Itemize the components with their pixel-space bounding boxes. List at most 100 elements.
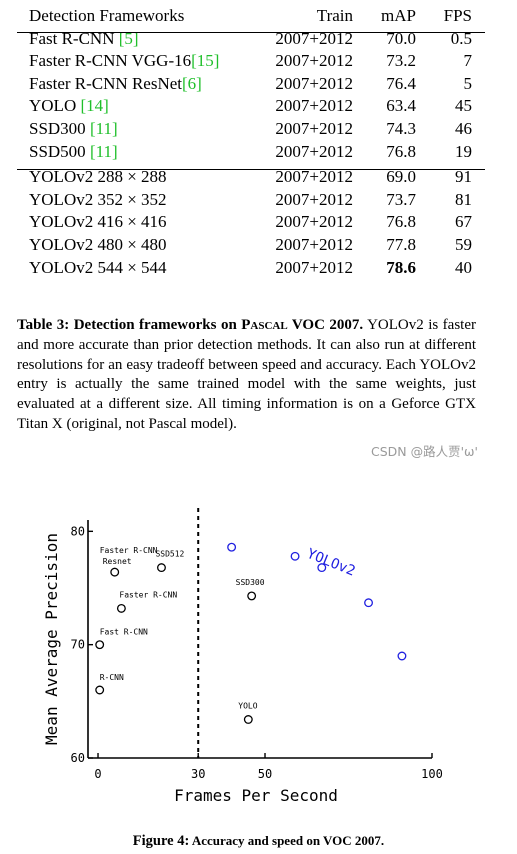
table-row: SSD300 [11] 2007+2012 74.3 46: [17, 118, 485, 141]
table-row: YOLO [14] 2007+2012 63.4 45: [17, 95, 485, 118]
header-frameworks: Detection Frameworks: [29, 6, 185, 25]
point-label-faster-rcnn-resnet: Faster R-CNN: [100, 546, 158, 555]
point-label: Fast R-CNN: [100, 628, 148, 637]
point-label: R-CNN: [100, 673, 124, 682]
x-tick-label: 30: [191, 767, 205, 781]
row-framework-cell: Fast R-CNN [5]: [29, 28, 139, 51]
point-label: SSD512: [155, 550, 184, 559]
speed-accuracy-chart: 60 70 80 0 30 50 100 Frames Per Second Mean Aver…: [42, 508, 443, 805]
table-caption: Table 3: Detection frameworks on Pascal …: [17, 316, 476, 435]
row-train: 2007+2012: [275, 51, 353, 71]
point-label: Resnet: [103, 557, 132, 566]
row-framework-cell: YOLO [14]: [29, 95, 109, 118]
row-fps: 0.5: [450, 28, 472, 48]
row-framework: Fast R-CNN: [29, 28, 119, 48]
row-train: 2007+2012: [275, 73, 353, 93]
yolov2-point: [397, 651, 407, 661]
table-mid-rule: [17, 169, 485, 170]
row-fps: 81: [455, 189, 472, 209]
x-tick-label: 50: [258, 767, 272, 781]
yolov2-point: [290, 551, 300, 561]
row-framework: YOLOv2 416 × 416: [29, 212, 167, 232]
row-framework: Faster R-CNN VGG-16: [29, 51, 192, 71]
row-framework-cell: Faster R-CNN VGG-16[15]: [29, 50, 219, 73]
row-citation-link[interactable]: [5]: [118, 28, 139, 48]
row-map: 73.7: [386, 189, 416, 209]
table-header-row: Detection Frameworks Train mAP FPS: [17, 5, 485, 28]
figure-caption-text: Accuracy and speed on VOC 2007.: [189, 833, 385, 848]
row-train: 2007+2012: [275, 167, 353, 187]
row-map: 76.8: [386, 141, 416, 161]
row-citation-link[interactable]: [15]: [191, 51, 220, 71]
header-fps: FPS: [443, 6, 472, 25]
table-row: YOLOv2 352 × 352 2007+2012 73.7 81: [17, 189, 485, 212]
row-fps: 7: [463, 51, 473, 71]
yolov2-series-label: YOLOv2: [305, 546, 358, 580]
row-framework: YOLOv2 544 × 544: [29, 257, 167, 277]
caption-lead-b: VOC 2007.: [287, 317, 364, 333]
baseline-point: [95, 640, 105, 650]
row-train: 2007+2012: [275, 141, 353, 161]
row-train: 2007+2012: [275, 28, 353, 48]
table-row: YOLOv2 480 × 480 2007+2012 77.8 59: [17, 234, 485, 257]
watermark: CSDN @路人贾'ω': [371, 444, 478, 459]
baseline-point: [247, 591, 257, 601]
row-map: 73.2: [386, 51, 416, 71]
yolov2-point: [317, 563, 327, 573]
row-fps: 67: [455, 212, 472, 232]
row-framework: YOLOv2 288 × 288: [29, 167, 167, 187]
caption-lead-sc: Pascal: [241, 317, 288, 333]
row-fps: 45: [455, 96, 472, 116]
row-fps: 46: [455, 118, 472, 138]
row-citation-link[interactable]: [11]: [89, 118, 118, 138]
row-fps: 5: [463, 73, 473, 93]
results-table: Detection Frameworks Train mAP FPS Fast …: [17, 5, 485, 279]
row-fps: 19: [455, 141, 472, 161]
point-label: Faster R-CNN: [119, 590, 177, 599]
figure-caption-label: Figure 4:: [132, 833, 190, 849]
row-train: 2007+2012: [275, 257, 353, 277]
table-top-rule: [17, 32, 485, 33]
row-citation-link[interactable]: [14]: [80, 96, 109, 116]
y-tick-label: 60: [71, 751, 85, 765]
table-row: YOLOv2 288 × 288 2007+2012 69.0 91: [17, 166, 485, 189]
row-framework: YOLO: [29, 96, 81, 116]
table-row: Faster R-CNN VGG-16[15] 2007+2012 73.2 7: [17, 50, 485, 73]
yolov2-point: [364, 598, 373, 608]
table-row: YOLOv2 544 × 544 2007+2012 78.6 40: [17, 257, 485, 280]
caption-body: YOLOv2 is faster and more accurate than …: [17, 317, 476, 432]
row-citation-link[interactable]: [11]: [89, 141, 118, 161]
y-tick-label: 80: [71, 524, 85, 538]
row-map: 77.8: [386, 234, 416, 254]
row-train: 2007+2012: [275, 212, 353, 232]
row-map: 76.4: [386, 73, 416, 93]
row-map: 78.6: [386, 257, 416, 277]
row-map: 69.0: [386, 167, 416, 187]
row-train: 2007+2012: [275, 189, 353, 209]
header-map: mAP: [381, 6, 416, 25]
row-fps: 59: [455, 234, 472, 254]
point-label: SSD300: [236, 578, 265, 587]
row-train: 2007+2012: [275, 234, 353, 254]
point-label: YOLO: [238, 701, 257, 710]
row-fps: 40: [455, 257, 472, 277]
table-row: YOLOv2 416 × 416 2007+2012 76.8 67: [17, 211, 485, 234]
baseline-point: [95, 685, 105, 695]
yolov2-point: [227, 542, 237, 552]
row-citation-link[interactable]: [6]: [181, 73, 202, 93]
x-tick-label: 0: [94, 767, 101, 781]
figure-caption: Figure 4: Accuracy and speed on VOC 2007…: [0, 833, 517, 850]
row-framework: YOLOv2 480 × 480: [29, 234, 167, 254]
row-train: 2007+2012: [275, 96, 353, 116]
table-body: Fast R-CNN [5] 2007+2012 70.0 0.5 Faster R-C…: [17, 28, 485, 280]
row-map: 63.4: [386, 96, 416, 116]
table-row: Faster R-CNN ResNet[6] 2007+2012 76.4 5: [17, 73, 485, 96]
baseline-point: [243, 715, 253, 724]
row-map: 76.8: [386, 212, 416, 232]
x-axis-label: Frames Per Second: [174, 786, 338, 805]
row-framework-cell: SSD500 [11]: [29, 141, 118, 164]
row-framework: Faster R-CNN ResNet: [29, 73, 182, 93]
table-row: SSD500 [11] 2007+2012 76.8 19: [17, 141, 485, 164]
caption-lead-a: Table 3: Detection frameworks on: [17, 317, 242, 333]
row-framework-cell: Faster R-CNN ResNet[6]: [29, 73, 202, 96]
